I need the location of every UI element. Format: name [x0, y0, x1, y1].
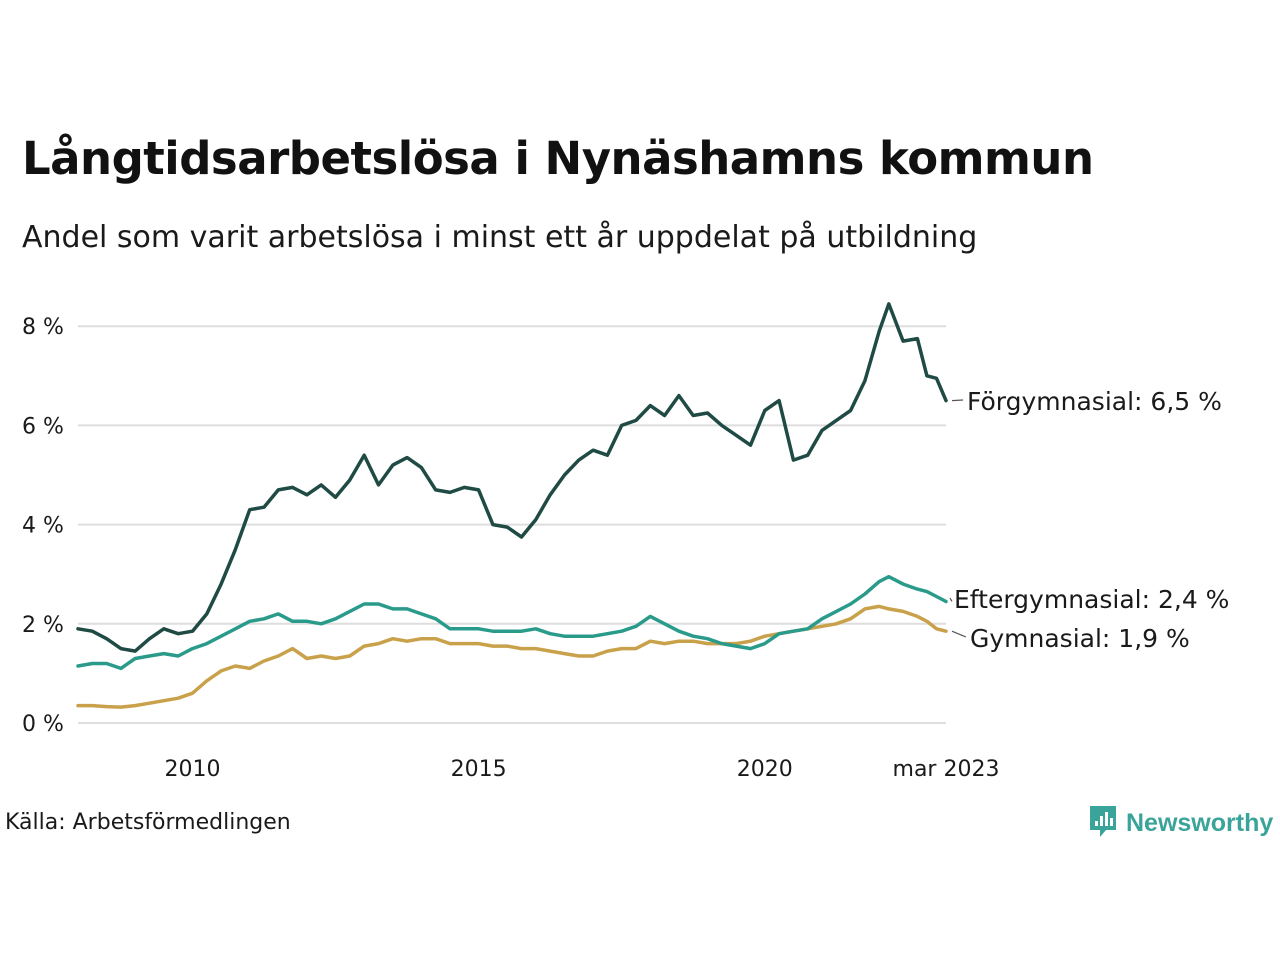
- label-connector: [951, 399, 964, 402]
- y-axis: 0 % 2 % 4 % 6 % 8 %: [22, 315, 64, 737]
- source-note: Källa: Arbetsförmedlingen: [5, 810, 291, 835]
- label-connector: [951, 630, 967, 638]
- series-line-gymnasial: [76, 604, 948, 709]
- label-connector: [949, 597, 953, 602]
- y-tick-label: 2 %: [22, 613, 64, 638]
- x-tick-label: mar 2023: [893, 757, 1000, 782]
- series-end-label: Förgymnasial: 6,5 %: [967, 387, 1222, 416]
- newsworthy-logo-icon: [1088, 804, 1118, 842]
- y-tick-label: 8 %: [22, 315, 64, 340]
- brand-logo[interactable]: Newsworthy: [1088, 804, 1273, 842]
- series-lines: [76, 302, 948, 709]
- x-tick-label: 2015: [451, 757, 507, 782]
- x-axis: 2010 2015 2020 mar 2023: [164, 757, 999, 782]
- y-tick-label: 6 %: [22, 414, 64, 439]
- x-tick-label: 2010: [164, 757, 220, 782]
- series-end-labels: Förgymnasial: 6,5 % Eftergymnasial: 2,4 %…: [949, 387, 1229, 653]
- series-end-label: Eftergymnasial: 2,4 %: [954, 585, 1229, 614]
- series-line-förgymnasial: [76, 302, 948, 653]
- series-line-eftergymnasial: [76, 574, 948, 671]
- chart-title: Långtidsarbetslösa i Nynäshamns kommun: [22, 132, 1094, 185]
- series-end-label: Gymnasial: 1,9 %: [970, 624, 1190, 653]
- gridlines: [78, 325, 946, 724]
- x-tick-label: 2020: [737, 757, 793, 782]
- chart-subtitle: Andel som varit arbetslösa i minst ett å…: [22, 220, 978, 255]
- brand-name: Newsworthy: [1126, 808, 1274, 837]
- y-tick-label: 4 %: [22, 514, 64, 539]
- y-tick-label: 0 %: [22, 712, 64, 737]
